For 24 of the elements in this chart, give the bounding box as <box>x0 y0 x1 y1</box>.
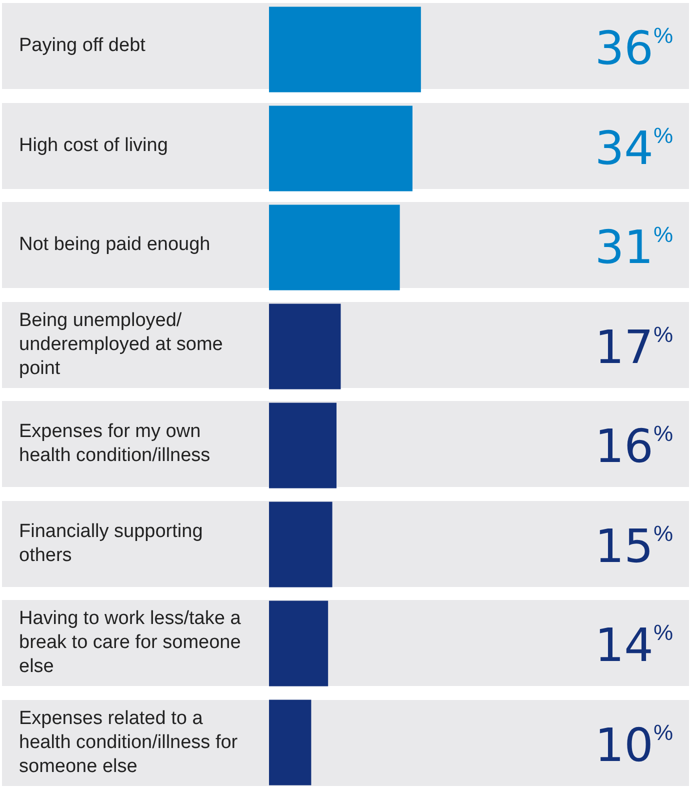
y-tick-label: High cost of living <box>19 134 168 158</box>
data-label: 14% <box>594 618 673 672</box>
bar <box>269 502 332 588</box>
y-tick-label: Financially supporting others <box>19 520 204 568</box>
y-tick-label: Not being paid enough <box>19 233 210 257</box>
bar <box>269 204 400 290</box>
bar <box>269 304 341 390</box>
bar <box>269 402 337 488</box>
data-label: 34% <box>594 120 673 174</box>
bar <box>269 106 412 192</box>
y-tick-label: Paying off debt <box>19 34 146 58</box>
bar <box>269 6 421 92</box>
data-label: 17% <box>594 320 673 374</box>
y-tick-label: Having to work less/take a break to care for someone else <box>19 607 242 679</box>
data-label: 10% <box>594 718 673 772</box>
y-tick-label: Expenses related to a health condition/illness for someone else <box>19 706 239 778</box>
data-label: 36% <box>594 21 673 75</box>
data-label: 16% <box>594 419 673 473</box>
y-tick-label: Expenses for my own health condition/illness <box>19 420 212 468</box>
bar <box>269 700 312 786</box>
data-label: 15% <box>594 518 673 572</box>
bar <box>269 600 328 686</box>
data-label: 31% <box>594 220 673 274</box>
y-tick-label: Being unemployed/ underemployed at some point <box>19 308 224 380</box>
